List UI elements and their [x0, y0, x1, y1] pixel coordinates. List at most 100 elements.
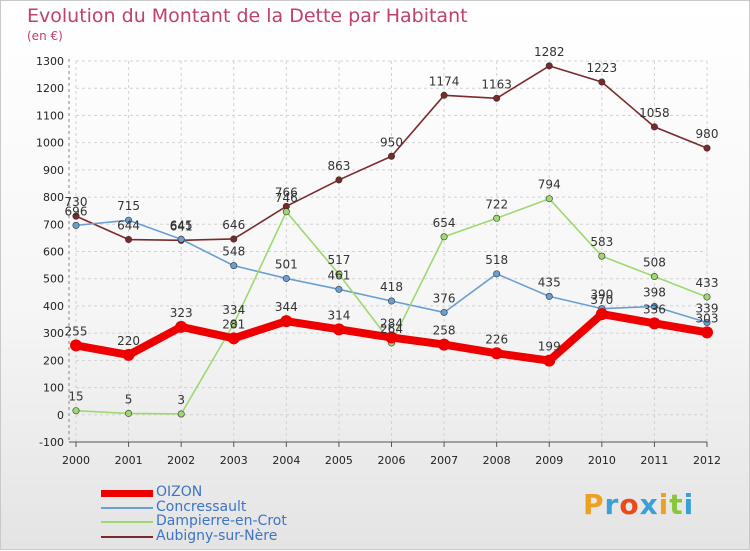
x-tick-label: 2000 [62, 454, 90, 467]
logo-letter: t [669, 488, 684, 521]
data-label: 1058 [639, 106, 670, 120]
data-label: 284 [380, 316, 403, 330]
chart-subtitle: (en €) [27, 29, 63, 43]
data-label: 548 [222, 245, 245, 259]
data-label: 370 [590, 293, 613, 307]
data-label: 264 [380, 322, 403, 336]
data-point [493, 214, 501, 222]
data-point [230, 262, 238, 270]
x-tick-label: 2001 [115, 454, 143, 467]
data-point [125, 236, 133, 244]
data-label: 226 [485, 332, 508, 346]
data-point [650, 123, 658, 131]
proxiti-logo: Proxiti [583, 488, 694, 521]
data-label: 314 [327, 308, 350, 322]
data-label: 950 [380, 135, 403, 149]
data-point [332, 323, 345, 336]
x-tick-label: 2007 [430, 454, 458, 467]
data-point [650, 302, 658, 310]
x-tick-label: 2012 [693, 454, 721, 467]
y-tick-label: 700 [43, 218, 64, 231]
data-label: 501 [275, 257, 298, 271]
y-tick-label: 400 [43, 300, 64, 313]
data-label: 435 [538, 275, 561, 289]
data-label: 15 [68, 390, 83, 404]
y-tick-label: 300 [43, 327, 64, 340]
x-tick-label: 2011 [640, 454, 668, 467]
data-label: 433 [696, 276, 719, 290]
data-label: 390 [590, 288, 613, 302]
data-point [280, 315, 293, 328]
data-point [385, 331, 398, 344]
data-label: 258 [433, 324, 456, 338]
data-point [335, 270, 343, 278]
data-label: 696 [65, 204, 88, 218]
data-point [543, 354, 556, 367]
x-tick-label: 2010 [588, 454, 616, 467]
data-label: 339 [696, 302, 719, 316]
data-point [282, 208, 290, 216]
logo-letter: o [619, 488, 640, 521]
data-label: 1174 [429, 74, 460, 88]
data-label: 3 [177, 393, 185, 407]
data-label: 344 [275, 300, 298, 314]
data-point [493, 94, 501, 102]
logo-letter: i [658, 488, 670, 521]
x-tick-label: 2005 [325, 454, 353, 467]
data-label: 281 [222, 317, 245, 331]
data-label: 303 [696, 311, 719, 325]
data-point [598, 78, 606, 86]
data-label: 336 [643, 302, 666, 316]
y-tick-label: 800 [43, 191, 64, 204]
data-label: 722 [485, 197, 508, 211]
data-point [440, 233, 448, 241]
data-point [545, 195, 553, 203]
logo-letter: i [683, 488, 695, 521]
data-label: 746 [275, 191, 298, 205]
data-point [440, 308, 448, 316]
data-label: 863 [327, 159, 350, 173]
data-point [72, 221, 80, 229]
data-label: 646 [222, 218, 245, 232]
data-label: 199 [538, 340, 561, 354]
grid-lines [75, 60, 708, 443]
data-label: 1282 [534, 45, 565, 59]
data-label: 766 [275, 185, 298, 199]
data-label: 376 [433, 291, 456, 305]
data-point [703, 144, 711, 152]
y-tick-label: 1100 [36, 109, 64, 122]
x-tick-labels: 2000 2001 2002 2003 2004 2005 2006 2007 2008 2009… [62, 454, 721, 467]
data-label: 334 [222, 303, 245, 317]
data-point [595, 308, 608, 321]
legend-swatch-concressault [101, 506, 153, 509]
data-point [335, 285, 343, 293]
data-label: 418 [380, 280, 403, 294]
y-tick-label: 100 [43, 382, 64, 395]
data-point [387, 152, 395, 160]
data-label: 220 [117, 334, 140, 348]
data-point [230, 235, 238, 243]
y-tick-label: 500 [43, 273, 64, 286]
data-point [227, 332, 240, 345]
y-tick-labels: -100 0 100 200 300 400 500 600 700 800 900 1000 1100… [36, 55, 64, 449]
data-label: 644 [117, 219, 140, 233]
x-tick-label: 2004 [272, 454, 300, 467]
data-label: 654 [433, 216, 456, 230]
x-tick-label: 2008 [483, 454, 511, 467]
data-label: 518 [485, 253, 508, 267]
data-label: 641 [170, 219, 193, 233]
legend-swatch-aubigny [101, 535, 153, 538]
data-point [703, 319, 711, 327]
legend-label-aubigny: Aubigny-sur-Nère [156, 527, 278, 544]
legend-swatch-oizon [101, 490, 153, 497]
data-point [493, 270, 501, 278]
data-label: 255 [65, 324, 88, 338]
y-tick-label: 0 [57, 409, 64, 422]
x-tick-label: 2006 [378, 454, 406, 467]
y-tick-label: 1300 [36, 55, 64, 68]
data-label: 398 [643, 285, 666, 299]
data-label: 715 [117, 199, 140, 213]
data-point [387, 297, 395, 305]
y-tick-label: 1200 [36, 82, 64, 95]
